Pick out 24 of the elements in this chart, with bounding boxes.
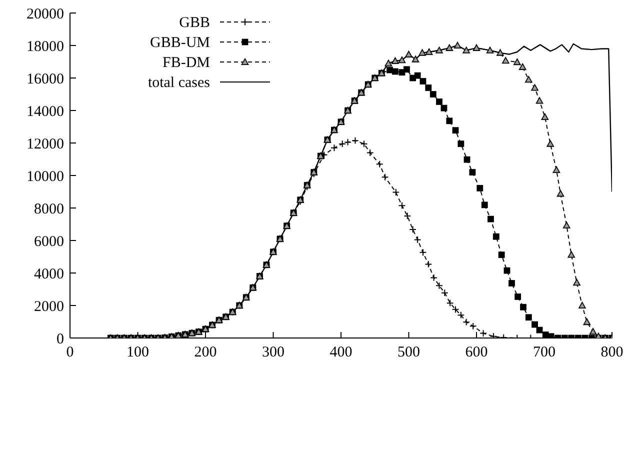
y-tick-label: 2000 xyxy=(34,298,64,315)
y-tick-label: 18000 xyxy=(26,38,64,55)
x-tick-label: 0 xyxy=(66,344,74,361)
y-tick-label: 6000 xyxy=(34,234,64,250)
y-tick-label: 4000 xyxy=(34,266,64,282)
y-tick-label: 10000 xyxy=(26,168,64,185)
y-tick-label: 12000 xyxy=(26,136,64,152)
x-tick-label: 600 xyxy=(465,344,488,361)
x-tick-label: 400 xyxy=(330,344,352,361)
y-tick-label: 8000 xyxy=(34,201,64,218)
legend-label: FB-DM xyxy=(162,55,210,71)
x-tick-label: 300 xyxy=(262,344,284,361)
y-tick-label: 14000 xyxy=(26,104,64,120)
legend-label: total cases xyxy=(148,75,210,91)
legend-label: GBB xyxy=(179,15,210,31)
legend-label: GBB-UM xyxy=(150,35,210,51)
x-tick-label: 500 xyxy=(398,344,420,361)
x-tick-label: 100 xyxy=(126,344,149,361)
y-tick-label: 16000 xyxy=(26,71,64,88)
y-tick-label: 20000 xyxy=(26,6,64,22)
x-tick-label: 800 xyxy=(600,344,624,361)
x-tick-label: 700 xyxy=(533,344,556,361)
x-tick-label: 200 xyxy=(194,344,217,361)
y-tick-label: 0 xyxy=(56,331,64,348)
